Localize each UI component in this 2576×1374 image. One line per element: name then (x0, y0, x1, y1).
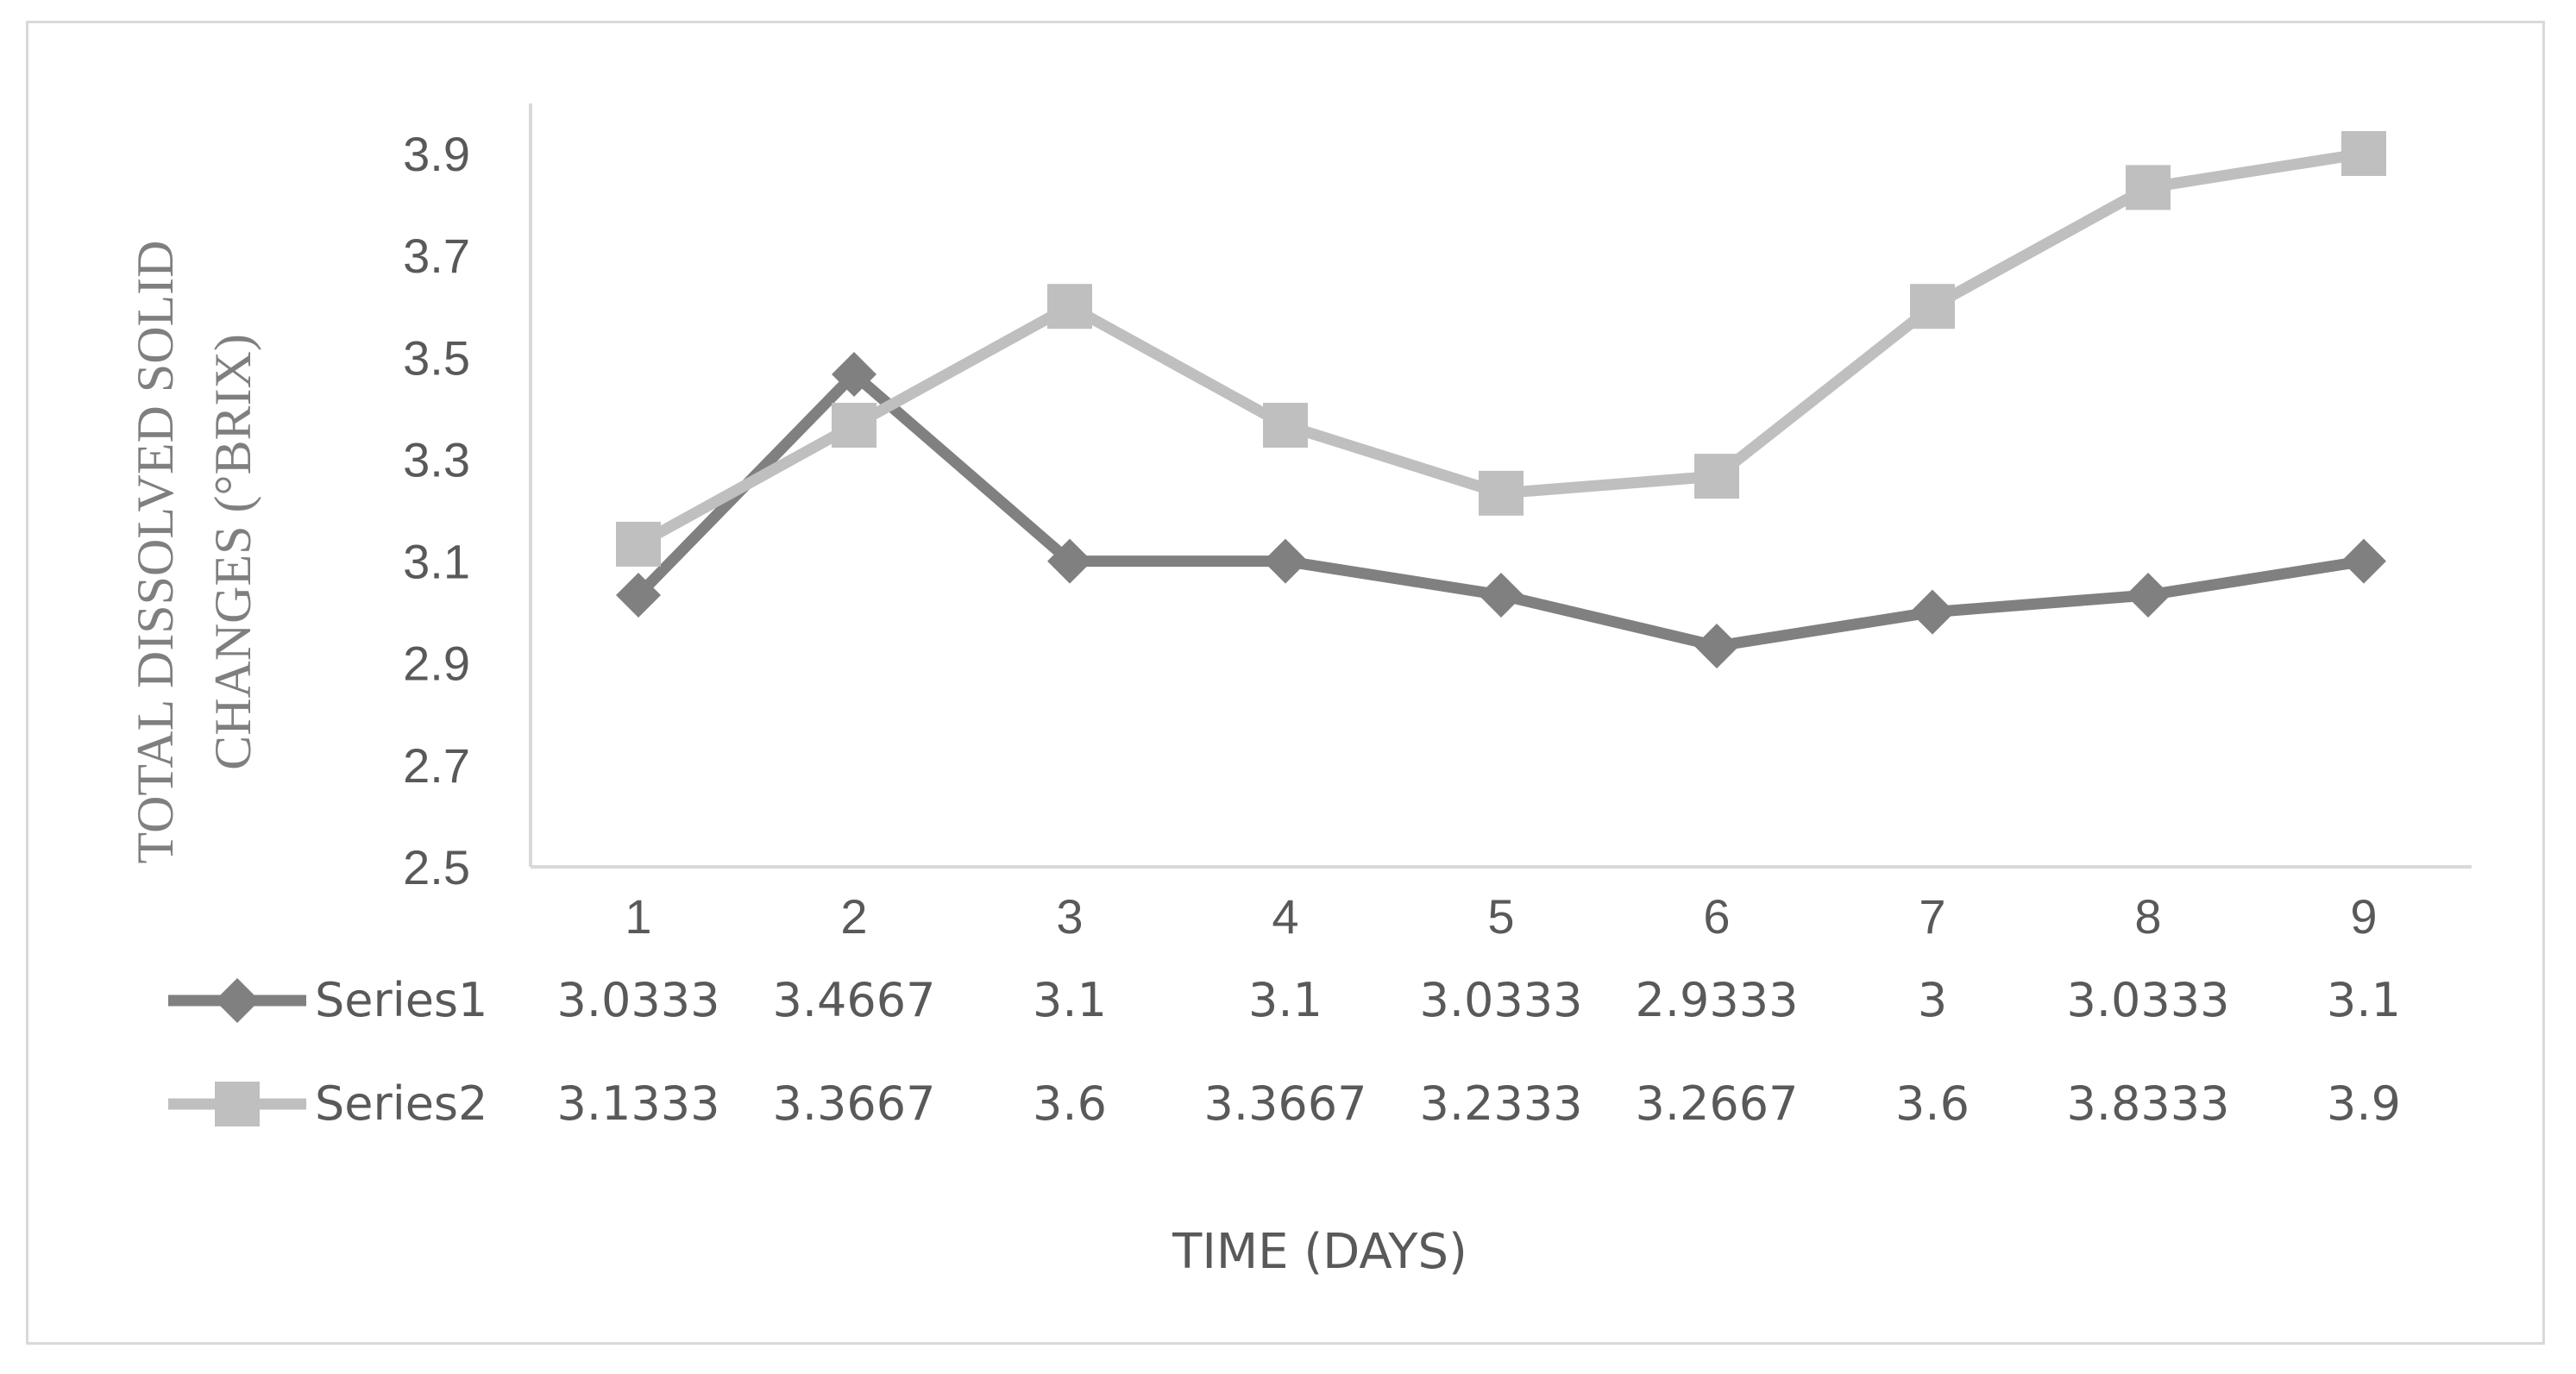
data-table-value: 3.1333 (557, 1076, 720, 1131)
legend-key-series-1 (168, 978, 306, 1023)
data-table-value: 3 (1918, 973, 1947, 1027)
data-point-marker (1047, 284, 1092, 329)
data-point-marker (616, 521, 661, 567)
legend-key-series-2 (168, 1082, 306, 1126)
data-point-marker (1047, 538, 1092, 584)
data-point-marker (1694, 624, 1739, 669)
data-point-marker (1694, 454, 1739, 499)
data-table-value: 2.9333 (1636, 973, 1799, 1027)
data-table-value: 3.3667 (773, 1076, 936, 1131)
data-point-marker (1479, 572, 1524, 618)
data-point-marker (2126, 165, 2171, 210)
data-table-value: 3.8333 (2067, 1076, 2230, 1131)
x-tick-label: 1 (625, 889, 651, 944)
data-table-value: 3.6 (1033, 1076, 1107, 1131)
data-point-marker (832, 403, 876, 449)
x-tick-label: 9 (2350, 889, 2377, 944)
y-tick-labels: 2.5 2.7 2.9 3.1 3.3 3.5 3.7 3.9 (403, 127, 470, 894)
data-point-marker (1910, 284, 1955, 329)
data-point-marker (1263, 403, 1308, 449)
data-table-value: 3.9 (2327, 1076, 2401, 1131)
series-markers (616, 131, 2386, 669)
data-point-marker (2341, 131, 2386, 176)
x-tick-label: 3 (1056, 889, 1083, 944)
x-tick-label: 2 (840, 889, 867, 944)
x-tick-label: 7 (1919, 889, 1945, 944)
data-table-value: 3.2333 (1420, 1076, 1583, 1131)
y-tick-label: 3.1 (403, 535, 470, 589)
x-tick-label: 6 (1703, 889, 1730, 944)
series-lines (634, 147, 2366, 652)
data-point-marker (1910, 589, 1955, 635)
y-tick-label: 2.7 (403, 738, 470, 793)
x-tick-labels: 1 2 3 4 5 6 7 8 9 (625, 889, 2377, 944)
y-axis-title-line-1: TOTAL DISSOLVED SOLID (127, 241, 184, 864)
y-axis-title: TOTAL DISSOLVED SOLID CHANGES (°BRIX) (127, 241, 261, 864)
data-table-value: 3.1 (1033, 973, 1107, 1027)
data-point-marker (2341, 538, 2386, 584)
data-table: Series1 3.0333 3.4667 3.1 3.1 3.0333 2.9333 3 3.… (168, 973, 2401, 1131)
x-axis-title: TIME (DAYS) (1172, 1224, 1467, 1280)
y-tick-label: 3.7 (403, 229, 470, 283)
data-table-value: 3.0333 (2067, 973, 2230, 1027)
y-axis-title-line-2: CHANGES (°BRIX) (204, 334, 261, 770)
data-table-value: 3.1 (1248, 973, 1323, 1027)
x-tick-label: 8 (2134, 889, 2161, 944)
x-tick-label: 5 (1487, 889, 1514, 944)
data-point-marker (1263, 538, 1308, 584)
data-table-value: 3.6 (1895, 1076, 1970, 1131)
data-table-value: 3.4667 (773, 973, 936, 1027)
data-table-value: 3.0333 (557, 973, 720, 1027)
chart-axes (529, 104, 2472, 869)
x-tick-label: 4 (1272, 889, 1298, 944)
data-table-value: 3.1 (2327, 973, 2401, 1027)
data-point-marker (832, 351, 876, 397)
data-point-marker (616, 572, 661, 618)
y-tick-label: 3.9 (403, 127, 470, 181)
legend-key-marker (215, 1082, 260, 1126)
data-point-marker (1479, 470, 1524, 516)
data-table-value: 3.2667 (1636, 1076, 1799, 1131)
y-tick-label: 2.9 (403, 637, 470, 691)
legend-series-name: Series1 (315, 973, 487, 1027)
data-table-value: 3.3667 (1204, 1076, 1367, 1131)
legend-series-name: Series2 (315, 1076, 487, 1131)
y-tick-label: 3.5 (403, 330, 470, 385)
legend-key-marker (215, 978, 260, 1023)
chart-frame (26, 21, 2545, 1345)
data-point-marker (2126, 572, 2171, 618)
data-table-value: 3.0333 (1420, 973, 1583, 1027)
y-tick-label: 3.3 (403, 432, 470, 486)
y-tick-label: 2.5 (403, 840, 470, 894)
